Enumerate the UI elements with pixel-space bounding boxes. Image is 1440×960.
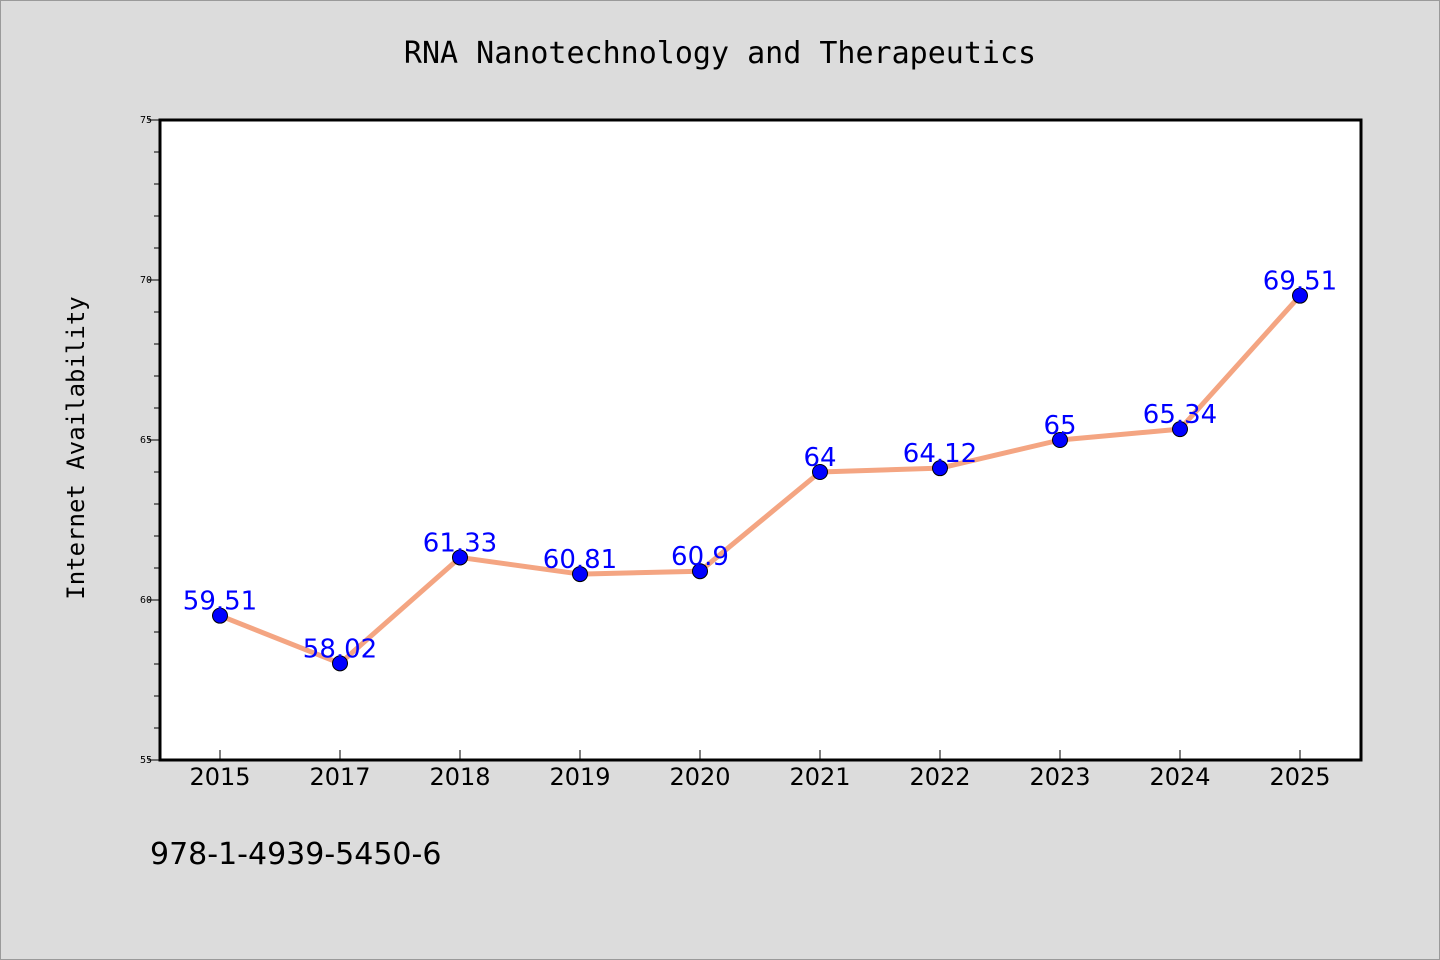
plot-area: [160, 120, 1361, 760]
y-axis-label: Internet Availability: [62, 296, 90, 599]
series-layer: 59.51 58.02 61.33 60.81 60.9 64 64.12 65 65.34 69…: [183, 267, 1337, 672]
x-tick-label: 2021: [789, 763, 850, 791]
data-point: [812, 464, 828, 480]
y-axis-ticks: 55 60 65 70 75: [140, 115, 160, 766]
data-point: [212, 607, 228, 624]
data-label: 61.33: [423, 528, 497, 558]
x-tick-label: 2022: [909, 763, 970, 791]
data-point: [1172, 421, 1188, 438]
data-label: 59.51: [183, 587, 257, 617]
data-point: [572, 566, 588, 583]
data-label: 58.02: [303, 634, 377, 664]
isbn-text: 978-1-4939-5450-6: [150, 837, 441, 872]
plot-border: [158, 118, 1363, 762]
x-tick-label: 2017: [309, 763, 370, 791]
data-point: [932, 460, 948, 477]
x-tick-label: 2024: [1149, 763, 1210, 791]
x-tick-label: 2025: [1269, 763, 1330, 791]
y-tick-label: 65: [140, 435, 152, 446]
data-point: [1052, 432, 1068, 448]
x-tick-label: 2019: [549, 763, 610, 791]
y-tick-label: 60: [140, 595, 152, 606]
x-axis-ticks: 2015 2017 2018 2019 2020 2021 2022 2023 2024 2025: [189, 750, 1331, 791]
data-point: [452, 549, 468, 566]
y-tick-label: 75: [140, 115, 152, 126]
data-label: 60.9: [671, 542, 729, 572]
x-tick-label: 2023: [1029, 763, 1090, 791]
data-point: [692, 563, 708, 580]
data-label: 65: [1043, 411, 1076, 441]
x-tick-label: 2020: [669, 763, 730, 791]
y-tick-label: 70: [140, 275, 152, 286]
x-tick-label: 2018: [429, 763, 490, 791]
x-tick-label: 2015: [189, 763, 250, 791]
data-point: [332, 655, 348, 672]
y-tick-label: 55: [140, 755, 152, 766]
chart-title: RNA Nanotechnology and Therapeutics: [404, 36, 1036, 71]
data-label: 64: [803, 443, 836, 473]
data-point: [1292, 287, 1308, 304]
data-label: 69.51: [1263, 267, 1337, 297]
data-label: 65.34: [1143, 400, 1217, 430]
data-label: 60.81: [543, 545, 617, 575]
series-line: [217, 293, 1303, 666]
data-label: 64.12: [903, 439, 977, 469]
